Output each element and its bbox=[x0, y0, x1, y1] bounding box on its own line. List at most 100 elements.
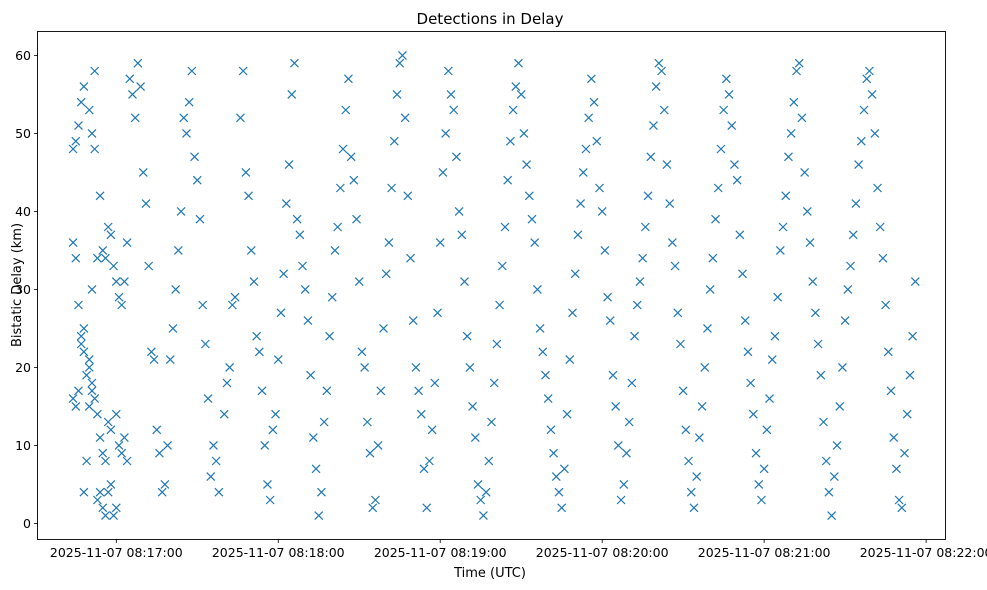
data-point bbox=[354, 277, 364, 287]
data-point bbox=[632, 300, 642, 310]
data-point bbox=[700, 362, 710, 372]
x-tick-label: 2025-11-07 08:21:00 bbox=[698, 545, 831, 560]
data-point bbox=[622, 448, 631, 458]
data-point bbox=[71, 136, 81, 146]
data-point bbox=[295, 230, 305, 240]
data-point bbox=[287, 89, 297, 99]
data-point bbox=[365, 448, 375, 458]
data-point bbox=[864, 66, 874, 76]
data-point bbox=[98, 448, 108, 458]
data-point bbox=[522, 160, 532, 170]
data-point bbox=[246, 245, 256, 255]
data-point bbox=[543, 394, 553, 404]
data-point bbox=[686, 487, 696, 497]
data-point bbox=[133, 58, 143, 68]
data-point bbox=[487, 417, 496, 427]
data-point bbox=[195, 214, 205, 224]
data-point bbox=[832, 440, 842, 450]
data-point bbox=[829, 472, 839, 482]
data-point bbox=[719, 105, 729, 115]
data-point bbox=[651, 82, 661, 92]
data-point bbox=[109, 511, 119, 521]
data-point bbox=[338, 144, 348, 154]
data-point bbox=[770, 331, 780, 341]
data-point bbox=[678, 386, 688, 396]
data-point bbox=[219, 409, 229, 419]
data-point bbox=[684, 456, 693, 466]
data-point bbox=[292, 214, 302, 224]
data-point bbox=[200, 339, 210, 349]
data-point bbox=[905, 370, 915, 380]
data-point bbox=[71, 401, 81, 411]
data-point bbox=[746, 378, 756, 388]
data-point bbox=[738, 269, 747, 279]
y-tick-label: 10 bbox=[15, 438, 31, 453]
data-point bbox=[160, 479, 170, 489]
data-point bbox=[422, 503, 432, 513]
data-point bbox=[638, 253, 648, 263]
data-point bbox=[889, 433, 899, 443]
data-point bbox=[784, 152, 793, 162]
data-point bbox=[327, 292, 337, 302]
data-point bbox=[511, 82, 521, 92]
data-point bbox=[214, 487, 224, 497]
data-point bbox=[330, 245, 340, 255]
data-point bbox=[136, 82, 146, 92]
data-point bbox=[665, 199, 675, 209]
data-point bbox=[111, 503, 121, 513]
data-point bbox=[144, 261, 154, 271]
data-point bbox=[527, 214, 537, 224]
data-point bbox=[74, 121, 83, 131]
data-point bbox=[886, 386, 896, 396]
data-point bbox=[119, 433, 129, 443]
data-point bbox=[435, 238, 445, 248]
data-point bbox=[92, 409, 102, 419]
data-point bbox=[559, 464, 569, 474]
data-point bbox=[584, 113, 594, 123]
data-point bbox=[111, 409, 121, 419]
data-point bbox=[676, 339, 685, 349]
data-point bbox=[851, 199, 861, 209]
data-point bbox=[778, 222, 788, 232]
data-point bbox=[497, 261, 507, 271]
x-tick-label: 2025-11-07 08:17:00 bbox=[50, 545, 183, 560]
data-point bbox=[681, 425, 691, 435]
data-point bbox=[603, 292, 612, 302]
data-point bbox=[165, 355, 175, 365]
data-point bbox=[268, 425, 278, 435]
data-point bbox=[303, 316, 313, 326]
x-tick-label: 2025-11-07 08:19:00 bbox=[374, 545, 507, 560]
data-point bbox=[101, 253, 110, 263]
data-point bbox=[319, 417, 329, 427]
data-point bbox=[265, 495, 275, 505]
data-point bbox=[794, 58, 804, 68]
data-point bbox=[114, 440, 124, 450]
data-point bbox=[468, 401, 478, 411]
data-point bbox=[411, 362, 421, 372]
data-point bbox=[797, 113, 807, 123]
data-point bbox=[576, 199, 586, 209]
data-point bbox=[168, 323, 178, 333]
data-point bbox=[716, 144, 726, 154]
data-point bbox=[843, 284, 853, 294]
data-point bbox=[470, 433, 480, 443]
data-point bbox=[198, 300, 208, 310]
data-point bbox=[395, 58, 405, 68]
data-point bbox=[406, 253, 415, 263]
data-point bbox=[673, 308, 683, 318]
data-point bbox=[416, 409, 426, 419]
data-point bbox=[122, 456, 132, 466]
data-point bbox=[854, 160, 864, 170]
data-point bbox=[227, 300, 237, 310]
chart-title: Detections in Delay bbox=[417, 10, 564, 28]
data-point bbox=[119, 277, 129, 287]
data-point bbox=[176, 206, 186, 216]
data-point bbox=[128, 89, 137, 99]
data-point bbox=[203, 394, 213, 404]
data-point bbox=[705, 284, 715, 294]
data-point bbox=[775, 245, 785, 255]
data-point bbox=[508, 105, 518, 115]
data-point bbox=[79, 347, 89, 357]
data-point bbox=[209, 440, 218, 450]
